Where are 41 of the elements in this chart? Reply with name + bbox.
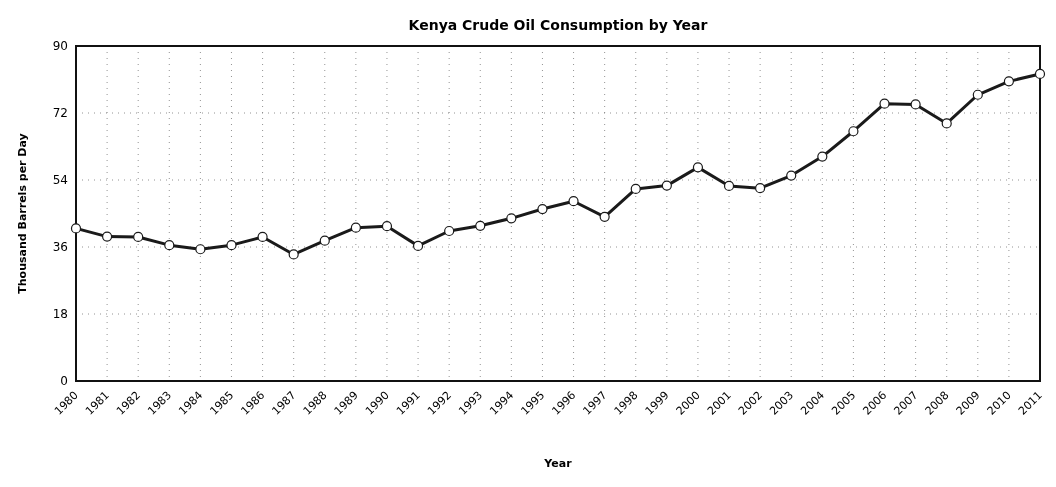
point xyxy=(226,240,237,251)
point xyxy=(941,118,952,129)
point xyxy=(319,235,330,246)
point xyxy=(817,151,828,162)
y-tick-label: 72 xyxy=(52,106,68,121)
point xyxy=(972,89,983,100)
point xyxy=(288,249,299,260)
point xyxy=(537,203,548,215)
point xyxy=(879,98,890,109)
point xyxy=(692,162,704,173)
y-tick-label: 54 xyxy=(52,173,68,188)
y-axis-title: Thousand Barrels per Day xyxy=(16,133,29,294)
point xyxy=(381,221,393,232)
point xyxy=(1034,68,1046,80)
chart-title: Kenya Crude Oil Consumption by Year xyxy=(408,17,708,33)
point xyxy=(350,222,361,233)
point xyxy=(257,231,268,243)
point xyxy=(630,183,641,195)
point xyxy=(786,170,797,181)
point xyxy=(599,211,610,222)
point xyxy=(568,196,579,207)
point xyxy=(412,240,424,251)
point xyxy=(755,183,766,194)
point xyxy=(70,223,82,234)
point xyxy=(444,225,455,237)
point xyxy=(195,244,206,255)
y-tick-label: 18 xyxy=(52,307,68,322)
point xyxy=(661,180,672,191)
point xyxy=(848,126,859,137)
y-tick-label: 0 xyxy=(60,374,68,389)
point xyxy=(506,213,517,224)
point xyxy=(164,240,175,251)
y-tick-label: 36 xyxy=(52,240,68,255)
point xyxy=(1003,76,1014,87)
x-axis-title: Year xyxy=(543,457,573,470)
point xyxy=(910,99,921,110)
point xyxy=(723,180,735,192)
point xyxy=(475,220,486,231)
point xyxy=(133,231,144,243)
y-tick-label: 90 xyxy=(52,39,68,54)
point xyxy=(102,231,113,242)
